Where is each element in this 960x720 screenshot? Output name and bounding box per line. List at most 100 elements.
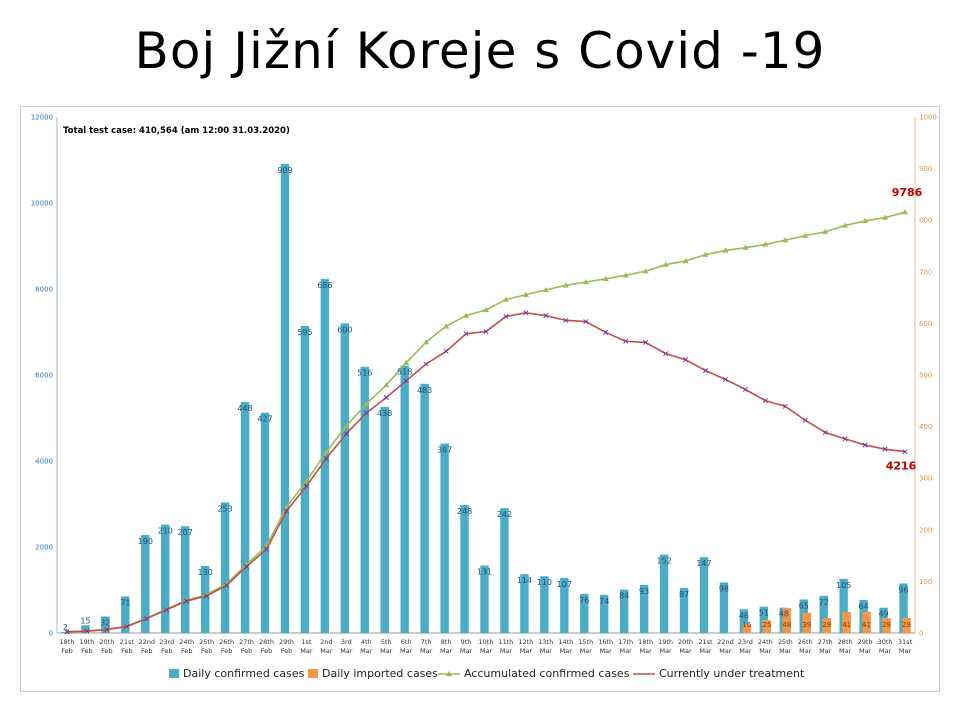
accumulated-point	[343, 423, 350, 429]
daily-confirmed-label: 2	[63, 623, 68, 632]
x-tick-label-month: Feb	[61, 647, 73, 655]
x-tick-label-month: Mar	[400, 647, 413, 655]
x-tick-label-month: Mar	[560, 647, 573, 655]
x-tick-label-month: Mar	[600, 647, 613, 655]
accumulated-point	[403, 359, 410, 365]
x-tick-label: 12th	[518, 638, 533, 646]
x-tick-label-month: Mar	[899, 647, 912, 655]
accumulated-point	[463, 312, 470, 318]
accumulated-point	[303, 478, 310, 484]
daily-imported-label: 41	[842, 621, 851, 629]
daily-confirmed-label: 190	[138, 537, 153, 546]
daily-confirmed-bar	[560, 577, 569, 633]
legend-label-accumulated: Accumulated confirmed cases	[464, 667, 630, 680]
under-treatment-point	[702, 368, 709, 374]
x-tick-label: 5th	[381, 638, 392, 646]
daily-imported-bar	[762, 620, 772, 633]
accumulated-point	[383, 382, 390, 388]
under-treatment-point	[303, 483, 309, 489]
under-treatment-point	[623, 338, 629, 344]
under-treatment-point	[683, 357, 689, 363]
left-tick-label: 4000	[35, 458, 53, 466]
daily-confirmed-bar	[101, 616, 110, 633]
x-tick-label: 16th	[598, 638, 613, 646]
x-tick-label: 24th	[758, 638, 773, 646]
daily-confirmed-bar	[639, 585, 649, 633]
accumulated-point	[802, 232, 809, 238]
daily-imported-label: 41	[862, 621, 871, 629]
daily-confirmed-bar	[440, 443, 449, 633]
daily-confirmed-label: 248	[457, 507, 472, 516]
daily-confirmed-label: 253	[217, 504, 232, 513]
daily-confirmed-bar	[520, 574, 529, 633]
x-tick-label-month: Feb	[261, 647, 273, 655]
accumulated-point	[742, 244, 749, 250]
accumulated-point	[862, 217, 869, 224]
daily-imported-label: 48	[782, 621, 791, 629]
x-tick-label-month: Mar	[540, 647, 553, 655]
under-treatment-point	[543, 313, 549, 319]
x-tick-label: 18th	[638, 638, 653, 646]
daily-confirmed-label: 65	[799, 601, 809, 610]
under-treatment-point	[84, 628, 90, 634]
accumulated-point	[323, 448, 330, 455]
x-tick-label: 26th	[798, 638, 813, 646]
daily-confirmed-bar	[260, 412, 270, 633]
x-tick-label-month: Mar	[520, 647, 533, 655]
under-treatment-point	[902, 449, 908, 455]
x-tick-label: 4th	[361, 638, 372, 646]
combo-chart: 0 2000 4000 6000 8000 10000 12000 0 100 200 300 400…	[31, 114, 937, 681]
right-tick-label: 500	[919, 372, 932, 380]
under-treatment-point	[822, 429, 828, 435]
legend-label-daily-imported: Daily imported cases	[322, 667, 438, 680]
daily-confirmed-bar	[420, 383, 429, 633]
daily-confirmed-label: 98	[719, 584, 729, 593]
under-treatment-point	[383, 395, 389, 401]
accumulated-point	[542, 286, 549, 293]
daily-confirmed-label: 51	[759, 609, 769, 618]
left-tick-label: 6000	[35, 372, 53, 380]
x-tick-label: 20th	[678, 638, 693, 646]
x-tick-label-month: Feb	[141, 647, 153, 655]
x-tick-label-month: Mar	[300, 647, 313, 655]
x-tick-label-month: Feb	[81, 647, 93, 655]
daily-confirmed-bar	[699, 557, 709, 633]
under-treatment-point	[762, 398, 768, 404]
daily-confirmed-label: 114	[517, 576, 532, 585]
x-tick-label: 17th	[618, 638, 633, 646]
daily-confirmed-bar	[380, 406, 389, 633]
daily-confirmed-label: 130	[198, 568, 213, 577]
under-treatment-point	[164, 607, 170, 613]
under-treatment-point	[283, 508, 289, 514]
daily-confirmed-bar	[679, 588, 689, 633]
x-tick-label-month: Feb	[121, 647, 133, 655]
daily-confirmed-label: 131	[477, 567, 492, 576]
total-test-note: Total test case: 410,564 (am 12:00 31.03…	[63, 126, 290, 136]
daily-confirmed-bar	[300, 325, 310, 633]
left-tick-label: 10000	[31, 200, 53, 208]
x-tick-label-month: Mar	[859, 647, 872, 655]
x-tick-label-month: Mar	[739, 647, 752, 655]
accumulated-point	[423, 339, 430, 345]
daily-confirmed-bar	[181, 526, 190, 633]
daily-confirmed-bar	[220, 502, 230, 633]
accumulated-end-label: 9786	[892, 186, 923, 199]
accumulated-point	[762, 241, 769, 247]
x-tick-label: 10th	[479, 638, 494, 646]
accumulated-point	[443, 323, 450, 329]
accumulated-point	[483, 306, 489, 313]
legend-label-daily-confirmed: Daily confirmed cases	[183, 667, 305, 680]
daily-confirmed-bar	[540, 576, 549, 633]
right-tick-label: 900	[919, 165, 932, 173]
x-tick-label-month: Mar	[679, 647, 692, 655]
x-tick-label-month: Feb	[181, 647, 193, 655]
daily-confirmed-label: 909	[277, 166, 292, 175]
under-treatment-point	[722, 376, 728, 382]
accumulated-point	[363, 400, 370, 407]
x-tick-label: 19th	[79, 638, 94, 646]
accumulated-point	[882, 214, 889, 220]
accumulated-point	[722, 247, 729, 253]
under-treatment-point	[862, 442, 868, 448]
accumulated-point	[283, 503, 290, 510]
accumulated-point	[582, 279, 589, 285]
